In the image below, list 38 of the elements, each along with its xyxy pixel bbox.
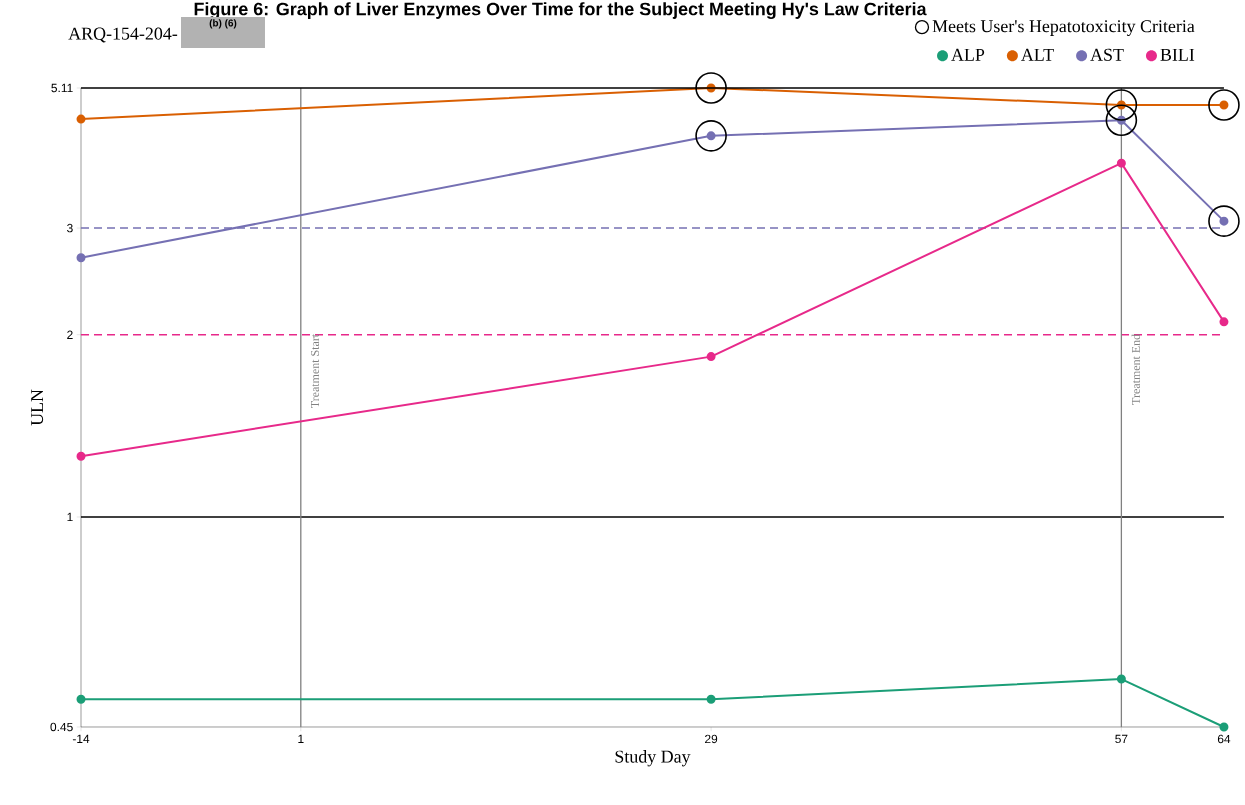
ref-line-label: Treatment Start — [311, 333, 320, 408]
point — [76, 694, 86, 704]
legend-label: BILI — [1160, 48, 1195, 61]
ref-line-label: Treatment End — [1131, 334, 1140, 405]
x-tick-label: -14 — [72, 734, 90, 743]
y-tick-label: 0.45 — [50, 722, 73, 732]
legend-label: ALP — [951, 48, 985, 61]
chart-subtitle: ARQ-154-204- — [68, 27, 178, 43]
chart-title: Figure 6: Graph of Liver Enzymes Over Time for the Subject Meeting Hy's Law Criteria — [194, 2, 927, 19]
point — [695, 72, 727, 104]
point — [1208, 205, 1240, 237]
x-tick-label: 64 — [1217, 734, 1231, 744]
point — [706, 694, 716, 704]
point — [695, 120, 727, 152]
y-tick-label: 1 — [67, 512, 73, 522]
point — [1116, 674, 1126, 684]
point — [1116, 158, 1126, 168]
y-axis-title: ULN — [31, 389, 44, 426]
x-tick-label: 29 — [705, 734, 718, 744]
legend-label: ALT — [1021, 48, 1054, 61]
y-tick-label: 2 — [67, 330, 73, 339]
point — [1105, 89, 1138, 121]
legend-label: AST — [1090, 48, 1124, 61]
x-tick-label: 57 — [1115, 734, 1128, 744]
text: (b) (6) — [209, 19, 237, 29]
x-tick-label: 1 — [298, 734, 304, 743]
x-axis-title: Study Day — [615, 750, 691, 767]
point — [1219, 722, 1229, 732]
legend-label: Meets User's Hepatotoxicity Criteria — [932, 20, 1195, 36]
point — [76, 114, 86, 124]
point — [76, 451, 86, 461]
point — [1208, 89, 1240, 121]
point — [1105, 104, 1138, 137]
point — [76, 253, 86, 263]
point — [1219, 317, 1229, 327]
y-tick-label: 5.11 — [51, 83, 73, 93]
y-tick-label: 3 — [67, 223, 73, 233]
point — [706, 352, 716, 362]
